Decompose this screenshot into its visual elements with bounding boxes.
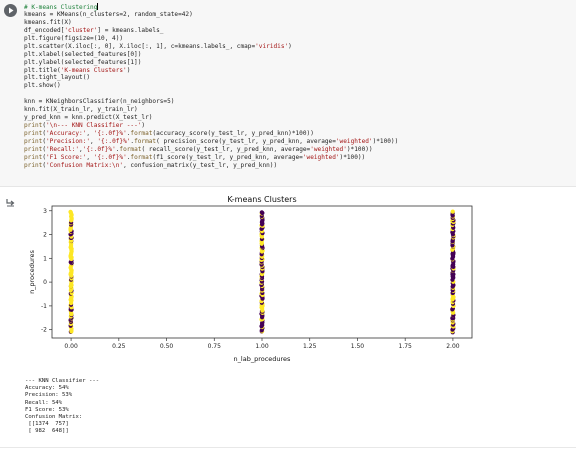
code-line: plt.show() <box>24 82 61 90</box>
text-output: --- KNN Classifier --- Accuracy: 54% Preci… <box>25 378 99 436</box>
code-line: plt.tight_layout() <box>24 74 91 82</box>
output-line: Precision: 53% <box>25 392 73 399</box>
code-line: print('Confusion Matrix:\n', confusion_m… <box>24 161 278 169</box>
x-tick-label: 1.50 <box>351 343 365 350</box>
x-axis-label: n_lab_procedures <box>234 355 292 363</box>
y-tick-label: 2 <box>43 232 47 239</box>
output-line: F1 Score: 53% <box>25 406 69 413</box>
code-line: df_encoded['cluster'] = kmeans.labels_ <box>24 26 164 34</box>
x-tick-label: 0.00 <box>64 343 78 350</box>
divider <box>0 447 576 448</box>
x-tick-label: 2.00 <box>446 343 460 350</box>
code-line <box>24 90 398 98</box>
code-line: print('\n--- KNN Classifier ---') <box>24 122 146 130</box>
code-line: knn = KNeighborsClassifier(n_neighbors=5… <box>24 98 175 106</box>
code-line: print('F1 Score:', '{:.0f}%'.format(f1_s… <box>24 153 366 161</box>
output-line: Confusion Matrix: <box>25 413 83 420</box>
x-tick-label: 0.50 <box>160 343 174 350</box>
play-circle-icon[interactable] <box>4 4 17 17</box>
kmeans-scatter-chart: K-means Clusters n_lab_procedures n_proced… <box>28 195 473 363</box>
y-tick-label: 1 <box>43 255 47 262</box>
data-point <box>450 209 455 214</box>
code-line: y_pred_knn = knn.predict(X_test_lr) <box>24 114 153 122</box>
x-tick-label: 1.00 <box>255 343 269 350</box>
output-line: Recall: 54% <box>25 399 63 406</box>
y-tick-label: -2 <box>41 327 47 334</box>
code-line: plt.scatter(X.iloc[:, 0], X.iloc[:, 1], … <box>24 42 292 50</box>
code-line: plt.xlabel(selected_features[0]) <box>24 50 142 58</box>
code-line: print('Recall:','{:.0f}%'.format( recall… <box>24 145 373 153</box>
output-toggle-icon[interactable] <box>5 193 16 212</box>
code-line: knn.fit(X_train_lr, y_train_lr) <box>24 106 138 114</box>
code-line: plt.title('K-means Clusters') <box>24 66 131 74</box>
y-axis-label: n_procedures <box>28 250 36 294</box>
x-tick-label: 1.75 <box>399 343 413 350</box>
code-line: # K-means Clustering <box>24 3 99 11</box>
code-cell[interactable]: # K-means Clustering kmeans = KMeans(n_cl… <box>0 0 576 187</box>
x-tick-label: 0.25 <box>112 343 126 350</box>
code-line: plt.ylabel(selected_features[1]) <box>24 58 142 66</box>
x-tick-label: 1.25 <box>303 343 317 350</box>
code-line: plt.figure(figsize=(10, 4)) <box>24 34 124 42</box>
output-line: Accuracy: 54% <box>25 385 69 392</box>
output-line: [[1374 757] <box>25 421 69 428</box>
output-line: --- KNN Classifier --- <box>25 378 100 384</box>
y-tick-label: -1 <box>41 303 47 310</box>
data-point <box>259 210 264 215</box>
y-tick-label: 3 <box>43 208 47 215</box>
chart-title: K-means Clusters <box>227 195 296 204</box>
code-editor[interactable]: # K-means Clustering kmeans = KMeans(n_cl… <box>24 3 398 170</box>
code-line: kmeans.fit(X) <box>24 18 72 26</box>
data-point <box>68 209 73 215</box>
code-line: print('Accuracy:', '{:.0f}%'.format(accu… <box>24 130 314 137</box>
x-tick-label: 0.75 <box>208 343 222 350</box>
output-line: [ 982 648]] <box>25 428 69 435</box>
y-tick-label: 0 <box>43 279 47 286</box>
code-line: kmeans = KMeans(n_clusters=2, random_sta… <box>24 10 193 18</box>
code-line: print('Precision:', '{:.0f}%'.format( pr… <box>24 137 399 145</box>
